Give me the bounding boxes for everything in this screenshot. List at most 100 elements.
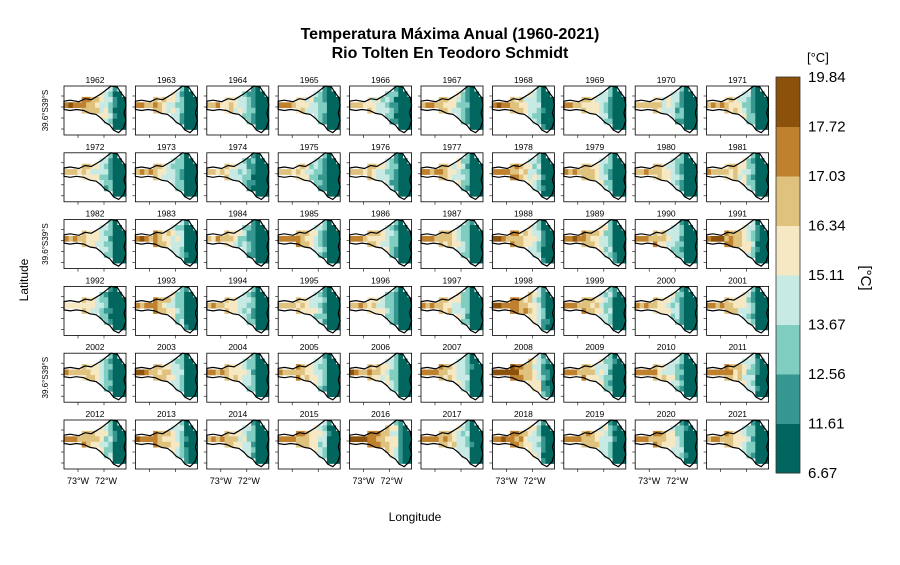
basin-outline — [420, 218, 484, 267]
year-panel: 2016 — [346, 409, 413, 472]
heat-cell — [103, 369, 109, 376]
heat-cell — [121, 302, 127, 309]
heat-cell — [251, 163, 256, 170]
heat-cell — [170, 436, 176, 443]
heat-cell — [112, 420, 118, 426]
heat-cell — [545, 124, 551, 130]
heat-cell — [750, 113, 756, 119]
heat-cell — [527, 225, 533, 231]
heat-cell — [532, 374, 537, 381]
heat-cell — [313, 369, 319, 376]
heat-cell — [545, 169, 551, 175]
heat-cell — [425, 235, 431, 242]
heat-cell — [242, 291, 247, 298]
heat-cell — [246, 430, 252, 437]
heat-cell — [393, 374, 399, 381]
heat-cell — [594, 369, 600, 376]
heat-cell — [175, 107, 180, 114]
heat-cell — [764, 430, 769, 437]
heat-cell — [759, 385, 765, 392]
heat-cell — [99, 113, 105, 119]
heat-cell — [72, 235, 78, 242]
heat-cell — [661, 302, 667, 309]
heat-cell — [117, 174, 122, 181]
heat-cell — [447, 297, 453, 304]
heat-cell — [452, 174, 457, 181]
heat-cell — [99, 91, 105, 98]
panel-frame — [134, 419, 198, 470]
heat-cell — [742, 230, 747, 237]
heat-cell — [755, 425, 761, 432]
heat-cell — [719, 169, 725, 175]
heat-cell — [715, 235, 721, 242]
heat-cell — [452, 241, 457, 248]
heat-cell — [616, 436, 622, 443]
heat-cell — [616, 180, 622, 186]
heat-cell — [759, 102, 765, 109]
heat-cell — [313, 158, 319, 164]
heat-cell — [161, 374, 167, 381]
heat-cell — [175, 380, 180, 387]
heat-cell — [309, 430, 314, 437]
heat-cell — [376, 374, 381, 381]
heat-cell — [242, 358, 247, 365]
heat-cell — [175, 185, 180, 192]
heat-cell — [318, 425, 323, 432]
heat-cell — [322, 169, 328, 175]
heat-cell — [385, 230, 390, 237]
heat-cell — [692, 319, 698, 325]
panel-frame — [277, 219, 341, 270]
heat-cell — [402, 118, 408, 125]
heat-cell — [469, 420, 475, 426]
heat-cell — [652, 302, 658, 309]
heat-cell — [541, 391, 546, 398]
heat-cell — [594, 96, 600, 103]
heat-cell — [251, 353, 256, 359]
heat-cell — [585, 308, 591, 314]
heat-cell — [95, 96, 100, 103]
heat-cell — [679, 180, 685, 186]
heat-cell — [188, 158, 194, 164]
panel-frame — [206, 219, 270, 270]
heat-cell — [331, 190, 337, 197]
heat-cell — [456, 174, 462, 181]
basin-outline — [634, 285, 698, 334]
heat-cell — [112, 257, 118, 264]
heat-cell — [121, 96, 127, 103]
heat-cell — [393, 319, 399, 325]
heat-cell — [309, 241, 314, 248]
heat-cell — [161, 364, 167, 370]
heat-cell — [335, 441, 341, 448]
heat-cell — [188, 180, 194, 186]
heat-cell — [532, 241, 537, 248]
colorbar-segment — [776, 275, 800, 325]
heat-cell — [402, 241, 408, 248]
heat-cell — [282, 436, 288, 443]
heat-cell — [398, 452, 404, 459]
heat-cell — [764, 252, 769, 259]
heat-cell — [644, 235, 649, 242]
heat-cell — [331, 257, 337, 264]
heat-cell — [246, 302, 252, 309]
heat-cell — [251, 86, 256, 92]
heat-cell — [759, 230, 765, 237]
heat-cell — [746, 385, 752, 392]
heat-cell — [478, 380, 484, 387]
heat-cell — [86, 441, 91, 448]
heat-cell — [255, 190, 261, 197]
heat-cell — [742, 369, 747, 376]
heat-cell — [750, 286, 756, 293]
year-panel: 1986 — [346, 209, 413, 272]
heat-cell — [367, 369, 373, 376]
heat-cell — [750, 430, 756, 437]
heat-cell — [402, 169, 408, 175]
heat-cell — [608, 91, 613, 98]
heat-cell — [679, 102, 685, 109]
heat-cell — [474, 124, 479, 130]
heat-cell — [755, 91, 761, 98]
heat-cell — [188, 430, 194, 437]
heat-cell — [224, 436, 230, 443]
heat-cell — [117, 441, 122, 448]
heat-cell — [121, 185, 127, 192]
heat-cell — [264, 430, 270, 437]
